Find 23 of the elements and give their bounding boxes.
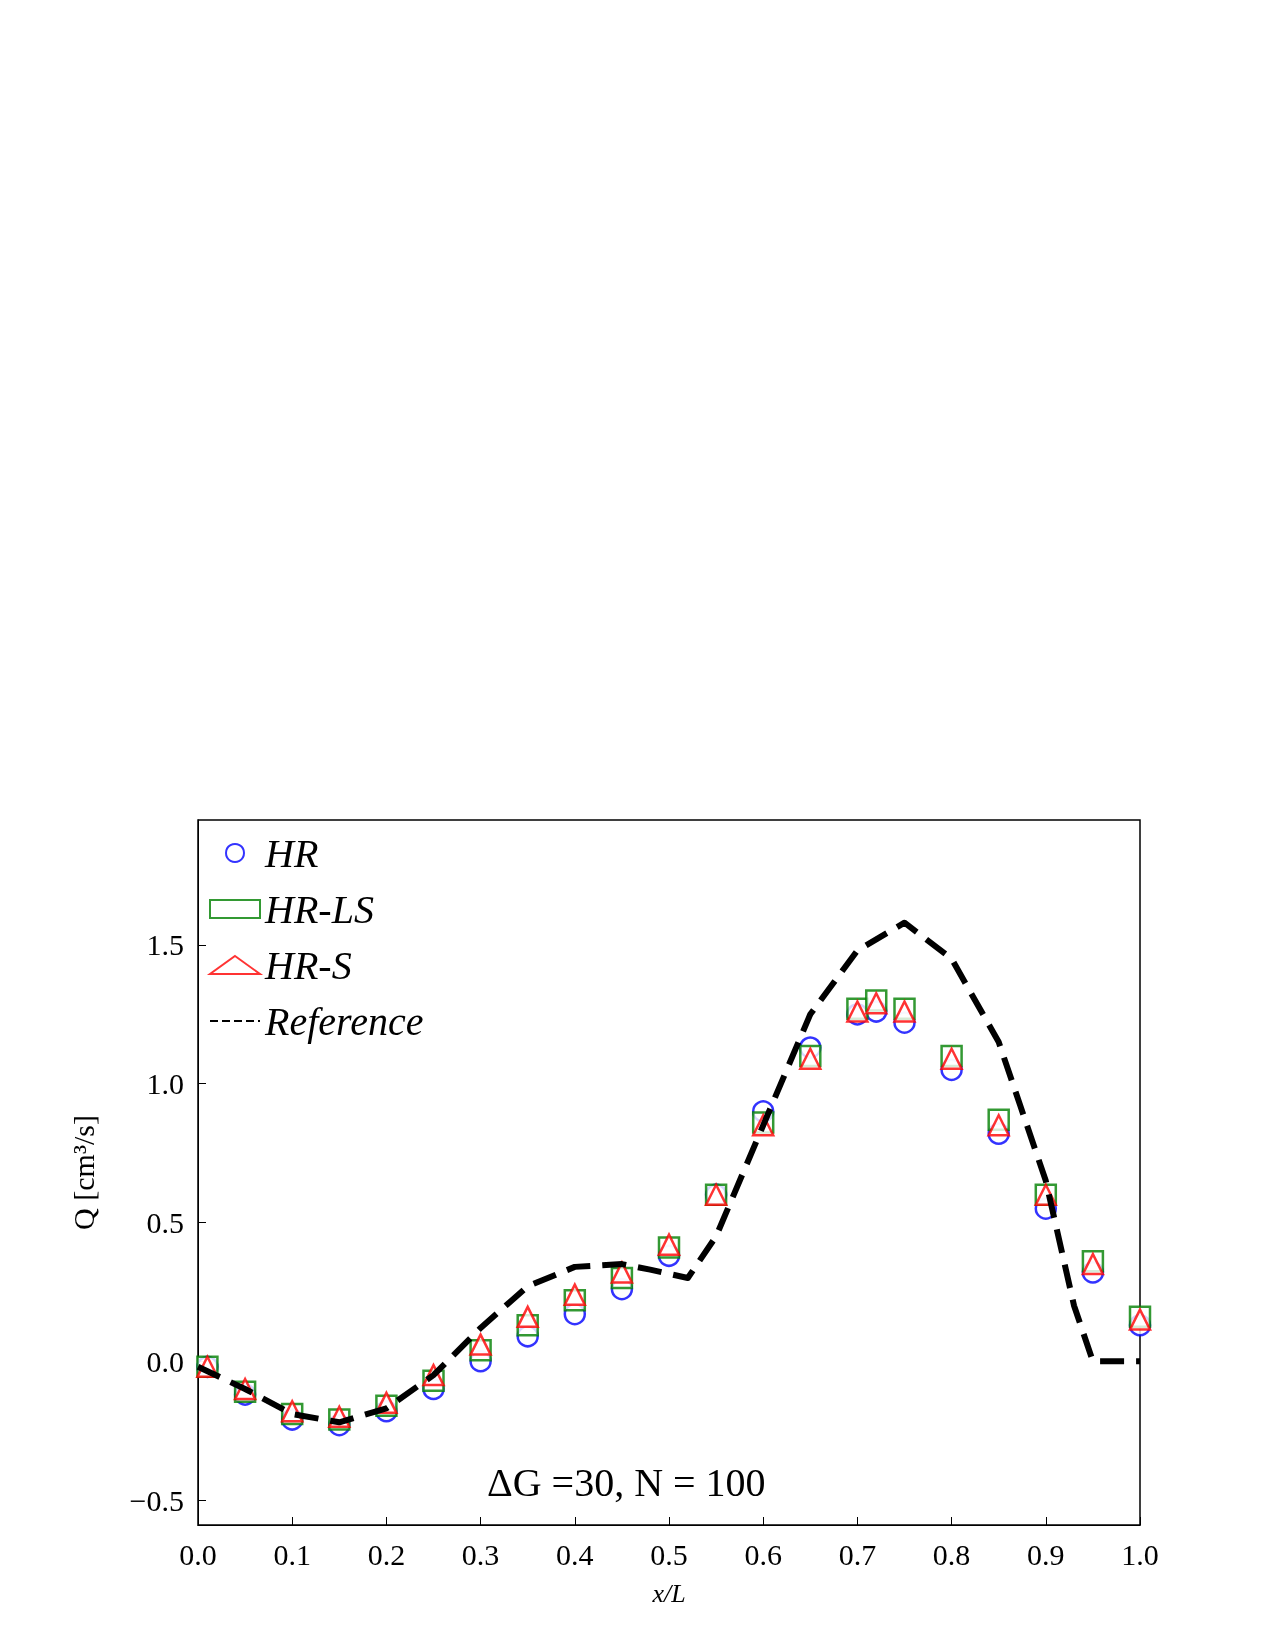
y-tick-label: 1.0 bbox=[146, 1067, 184, 1101]
legend-label: HR bbox=[264, 830, 319, 876]
x-tick-label: 0.6 bbox=[744, 1537, 782, 1571]
x-tick-label: 0.5 bbox=[650, 1537, 688, 1571]
x-tick-label: 0.1 bbox=[273, 1537, 311, 1571]
y-tick-label: −0.5 bbox=[129, 1483, 184, 1517]
x-tick-label: 0.3 bbox=[461, 1537, 500, 1571]
x-axis-title: x/L bbox=[651, 1578, 686, 1608]
y-tick-label: 1.5 bbox=[146, 928, 184, 962]
x-tick-label: 0.4 bbox=[556, 1537, 594, 1571]
annotation: ΔG =30, N = 100 bbox=[487, 1459, 766, 1505]
x-tick-label: 0.8 bbox=[932, 1537, 971, 1571]
y-tick-label: 0.5 bbox=[146, 1205, 184, 1239]
x-tick-label: 0.9 bbox=[1027, 1537, 1065, 1571]
legend-label: HR-S bbox=[264, 942, 352, 988]
y-tick-label: 0.0 bbox=[146, 1344, 184, 1378]
x-tick-label: 0.7 bbox=[838, 1537, 877, 1571]
legend-label: Reference bbox=[264, 998, 424, 1044]
y-axis-title: Q [cm³/s] bbox=[66, 1115, 100, 1230]
legend-label: HR-LS bbox=[264, 886, 374, 932]
x-tick-label: 0.0 bbox=[179, 1537, 217, 1571]
x-tick-label: 1.0 bbox=[1121, 1537, 1159, 1571]
x-tick-label: 0.2 bbox=[367, 1537, 406, 1571]
